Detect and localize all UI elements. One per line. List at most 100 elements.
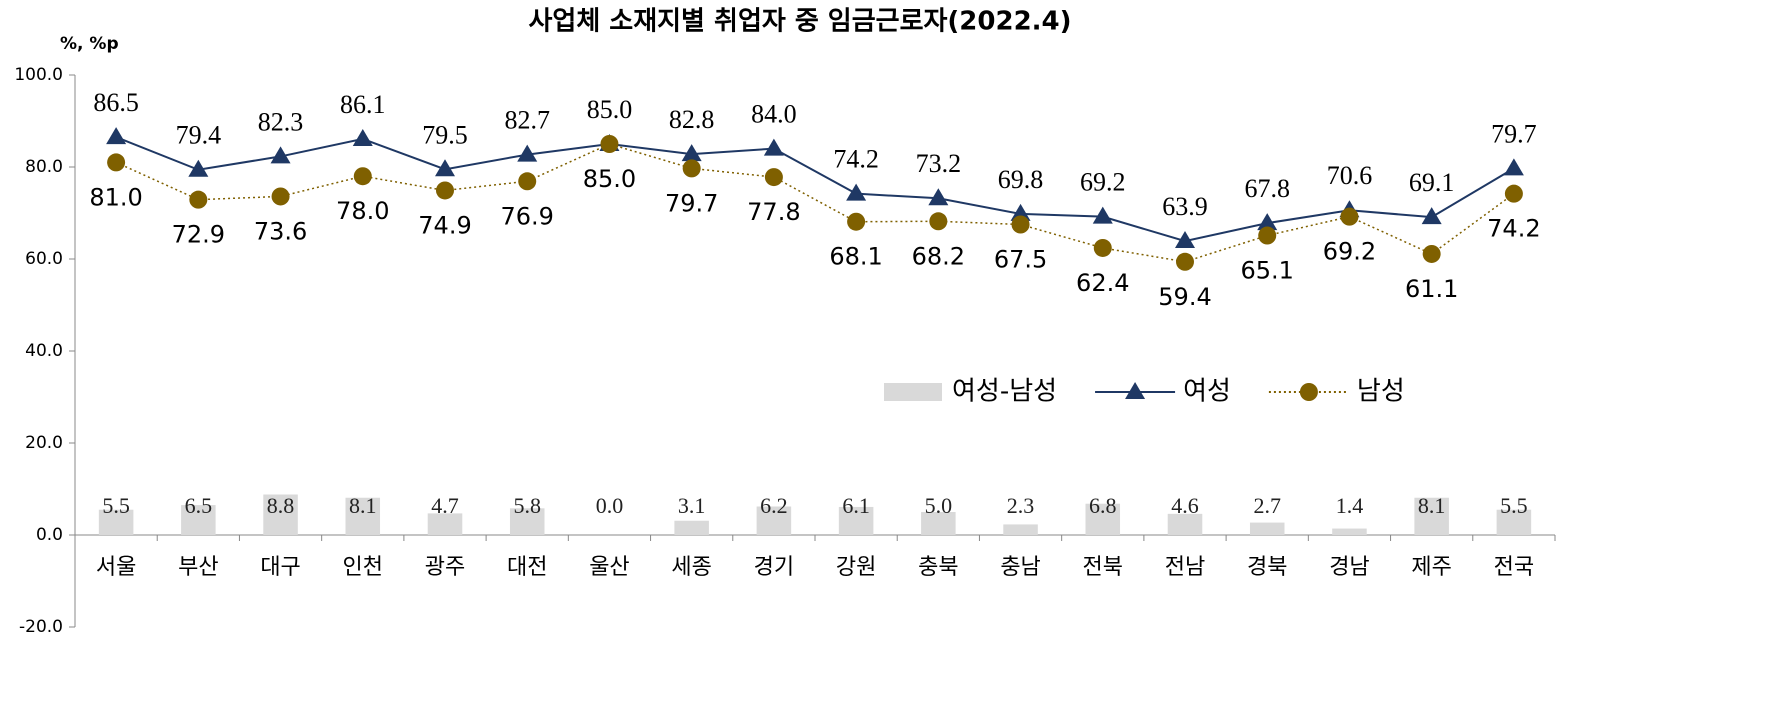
- bar-value-label: 8.1: [349, 493, 377, 518]
- bar: [427, 513, 463, 535]
- y-unit: %, %p: [60, 34, 119, 54]
- value-label: 65.1: [1241, 257, 1294, 285]
- bar: [181, 505, 216, 535]
- bar-value-label: 5.5: [102, 493, 130, 518]
- marker: [107, 153, 126, 172]
- value-label: 74.2: [1487, 215, 1540, 243]
- x-tick-label: 대구: [260, 555, 300, 580]
- y-tick-label: -20.0: [19, 617, 63, 637]
- x-tick-label: 경북: [1247, 555, 1287, 580]
- y-tick-label: 100.0: [14, 65, 63, 85]
- value-label: 84.0: [751, 100, 797, 129]
- marker: [600, 135, 619, 153]
- bar-value-label: 2.3: [1007, 493, 1035, 518]
- bar-value-label: 6.5: [185, 493, 213, 518]
- value-label: 63.9: [1162, 192, 1208, 221]
- legend-marker: [1299, 383, 1318, 401]
- x-tick-label: 인천: [343, 555, 383, 580]
- marker: [1503, 158, 1524, 176]
- y-tick-label: 80.0: [25, 157, 63, 177]
- x-tick-label: 광주: [425, 555, 465, 580]
- value-label: 82.7: [504, 106, 550, 135]
- value-label: 82.8: [669, 105, 715, 134]
- bar: [345, 497, 381, 535]
- x-tick-label: 경기: [754, 555, 794, 580]
- value-label: 69.2: [1080, 168, 1126, 197]
- line: [115, 143, 1515, 263]
- value-label: 78.0: [336, 197, 389, 225]
- marker: [188, 159, 209, 177]
- value-label: 69.1: [1409, 168, 1455, 197]
- x-tick-label: 전남: [1165, 555, 1205, 580]
- value-label: 68.1: [829, 243, 882, 271]
- value-label: 79.7: [665, 189, 718, 217]
- marker: [682, 159, 701, 178]
- x-tick-label: 서울: [96, 555, 136, 580]
- marker: [1176, 252, 1194, 271]
- bar-value-label: 5.0: [925, 493, 953, 518]
- marker: [1175, 231, 1195, 249]
- value-label: 77.8: [747, 198, 800, 226]
- bar-value-label: 5.8: [513, 493, 541, 518]
- marker: [353, 167, 372, 186]
- marker: [1010, 203, 1031, 221]
- x-tick-label: 전북: [1083, 555, 1123, 580]
- bar-value-label: 1.4: [1336, 493, 1364, 518]
- marker: [846, 183, 867, 201]
- value-label: 69.2: [1323, 238, 1376, 266]
- value-label: 86.5: [93, 88, 139, 117]
- marker: [681, 144, 702, 162]
- value-label: 86.1: [340, 90, 386, 119]
- bar: [1249, 522, 1285, 535]
- bar-value-label: 8.8: [267, 493, 295, 518]
- y-tick-label: 60.0: [25, 249, 63, 269]
- x-tick-label: 부산: [178, 555, 218, 580]
- marker: [1257, 213, 1278, 231]
- legend-marker: [1125, 382, 1146, 399]
- x-tick-label: 경남: [1329, 555, 1369, 580]
- legend-swatch: [884, 383, 942, 401]
- marker: [1504, 184, 1523, 203]
- bar: [98, 509, 134, 535]
- legend-label: 남성: [1357, 377, 1405, 407]
- value-label: 82.3: [258, 107, 304, 136]
- marker: [1258, 226, 1277, 245]
- value-label: 79.7: [1491, 119, 1537, 148]
- bar: [921, 512, 956, 535]
- marker: [1422, 244, 1441, 263]
- x-tick-label: 제주: [1411, 555, 1451, 580]
- marker: [764, 168, 783, 187]
- y-tick-label: 40.0: [25, 341, 63, 361]
- bar-value-label: 0.0: [596, 493, 624, 518]
- marker: [1011, 215, 1030, 234]
- bar: [1003, 524, 1038, 535]
- y-tick-label: 20.0: [25, 433, 63, 453]
- bar: [509, 508, 545, 535]
- value-label: 72.9: [172, 221, 225, 249]
- marker: [518, 172, 537, 191]
- value-label: 73.6: [254, 217, 307, 245]
- x-tick-label: 울산: [589, 555, 629, 580]
- bar-value-label: 6.2: [760, 493, 788, 518]
- value-label: 73.2: [916, 149, 962, 178]
- marker: [1092, 206, 1113, 224]
- marker: [763, 138, 784, 156]
- bar: [756, 506, 792, 535]
- value-label: 74.2: [833, 145, 879, 174]
- value-label: 62.4: [1076, 269, 1129, 297]
- bar-value-label: 5.5: [1500, 493, 1528, 518]
- bar: [1414, 497, 1449, 535]
- line: [115, 136, 1515, 243]
- y-tick-label: 0.0: [36, 525, 63, 545]
- marker: [271, 187, 290, 206]
- bar-value-label: 3.1: [678, 493, 706, 518]
- value-label: 61.1: [1405, 275, 1458, 303]
- value-label: 59.4: [1158, 283, 1211, 311]
- legend-label: 여성-남성: [952, 377, 1057, 407]
- marker: [517, 144, 538, 162]
- x-tick-label: 충남: [1000, 555, 1040, 580]
- value-label: 70.6: [1327, 161, 1373, 190]
- chart-title: 사업체 소재지별 취업자 중 임금근로자(2022.4): [528, 7, 1071, 37]
- marker: [106, 127, 127, 145]
- value-label: 67.8: [1244, 174, 1290, 203]
